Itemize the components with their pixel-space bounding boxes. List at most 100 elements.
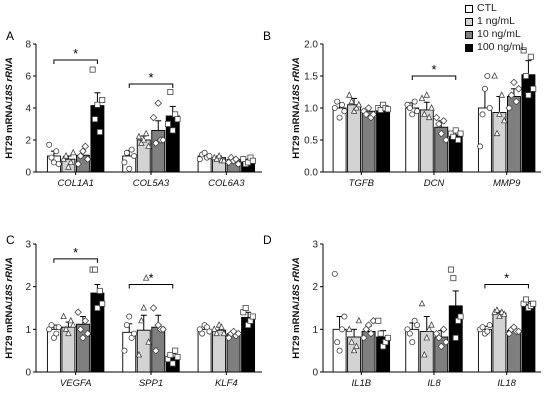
data-point — [341, 313, 348, 320]
data-point — [131, 152, 138, 159]
y-tick-label: 2.0 — [304, 40, 318, 51]
data-point — [479, 111, 486, 118]
legend-swatch-10 — [465, 30, 473, 39]
data-point — [159, 136, 167, 144]
legend-label-100: 100 ng/mL — [477, 41, 527, 53]
data-point — [437, 342, 446, 351]
data-point — [152, 346, 160, 355]
bar — [197, 328, 212, 373]
bar — [405, 107, 420, 173]
data-point — [484, 73, 491, 80]
data-point — [507, 91, 516, 99]
data-point — [53, 330, 60, 337]
data-point — [69, 148, 77, 156]
panel-letter: A — [6, 29, 14, 43]
data-point — [83, 155, 92, 163]
data-point — [360, 334, 368, 342]
data-point — [418, 299, 426, 307]
data-point — [206, 328, 213, 335]
y-tick-label: 2 — [25, 282, 31, 293]
bracket-line — [53, 258, 98, 263]
group-il18: IL18 — [477, 296, 537, 389]
y-axis-label: HT29 mRNA/18S rRNA — [4, 57, 15, 159]
data-point — [414, 322, 421, 329]
bracket-line — [53, 59, 98, 64]
data-point — [149, 304, 158, 312]
data-point — [348, 338, 355, 345]
data-point — [213, 329, 220, 337]
significance-label: * — [73, 245, 78, 260]
y-tick-label: 3 — [25, 240, 31, 251]
data-point — [213, 155, 220, 162]
data-point — [353, 104, 360, 111]
group-il1b: IL1B — [331, 270, 391, 389]
data-point — [138, 316, 145, 324]
data-point — [140, 136, 147, 143]
data-point — [409, 339, 416, 346]
data-point — [131, 330, 138, 337]
data-point — [350, 346, 358, 354]
group-dcn: DCN — [404, 91, 464, 189]
data-point — [220, 329, 228, 337]
group-vegfa: VEGFA — [46, 266, 106, 389]
data-point — [211, 325, 218, 332]
data-point — [154, 99, 163, 107]
data-point — [346, 91, 353, 98]
bracket-line — [128, 83, 174, 88]
data-point — [425, 113, 433, 121]
data-point — [512, 97, 521, 106]
data-point — [142, 274, 150, 281]
data-point — [338, 101, 345, 108]
data-point — [242, 304, 249, 311]
data-point — [334, 98, 341, 105]
data-point — [55, 324, 62, 331]
x-tick-label: COL1A1 — [57, 178, 93, 189]
data-point — [486, 322, 493, 329]
data-point — [338, 326, 345, 333]
data-point — [514, 327, 523, 336]
data-point — [452, 334, 459, 341]
data-point — [500, 116, 508, 124]
bar — [347, 336, 362, 373]
panel-letter: C — [6, 233, 15, 247]
group-klf4: KLF4 — [196, 304, 256, 389]
data-point — [74, 308, 82, 317]
y-tick-label: 0 — [312, 368, 318, 379]
legend-label-ctl: CTL — [477, 2, 497, 14]
significance-label: * — [148, 70, 153, 85]
significance-bracket: * — [411, 62, 457, 80]
bar — [405, 328, 420, 373]
y-tick-label: 0.5 — [304, 136, 318, 147]
data-point — [496, 110, 503, 117]
data-point — [79, 147, 87, 155]
data-point — [421, 350, 428, 358]
significance-bracket: * — [128, 271, 174, 289]
data-point — [196, 156, 203, 163]
data-point — [514, 85, 523, 93]
bar — [212, 329, 227, 373]
data-point — [331, 105, 338, 112]
data-point — [220, 156, 228, 164]
y-axis-label: HT29 mRNA/18S rRNA — [291, 57, 302, 159]
data-point — [67, 316, 75, 324]
data-point — [435, 334, 443, 342]
x-tick-label: KLF4 — [215, 378, 238, 389]
data-point — [336, 114, 343, 121]
data-point — [169, 360, 176, 367]
legend-swatch-ctl — [465, 4, 473, 13]
data-point — [384, 334, 391, 341]
data-point — [99, 97, 106, 104]
data-point — [421, 110, 428, 117]
data-point — [447, 266, 454, 273]
data-point — [89, 66, 96, 73]
y-tick-label: 2 — [312, 282, 318, 293]
data-point — [348, 97, 355, 105]
data-point — [92, 116, 99, 123]
x-tick-label: MMP9 — [493, 178, 521, 189]
data-point — [477, 143, 484, 150]
bracket-line — [411, 75, 457, 80]
significance-bracket: * — [128, 70, 174, 88]
data-point — [83, 329, 92, 338]
data-point — [60, 312, 67, 320]
data-point — [65, 163, 72, 170]
